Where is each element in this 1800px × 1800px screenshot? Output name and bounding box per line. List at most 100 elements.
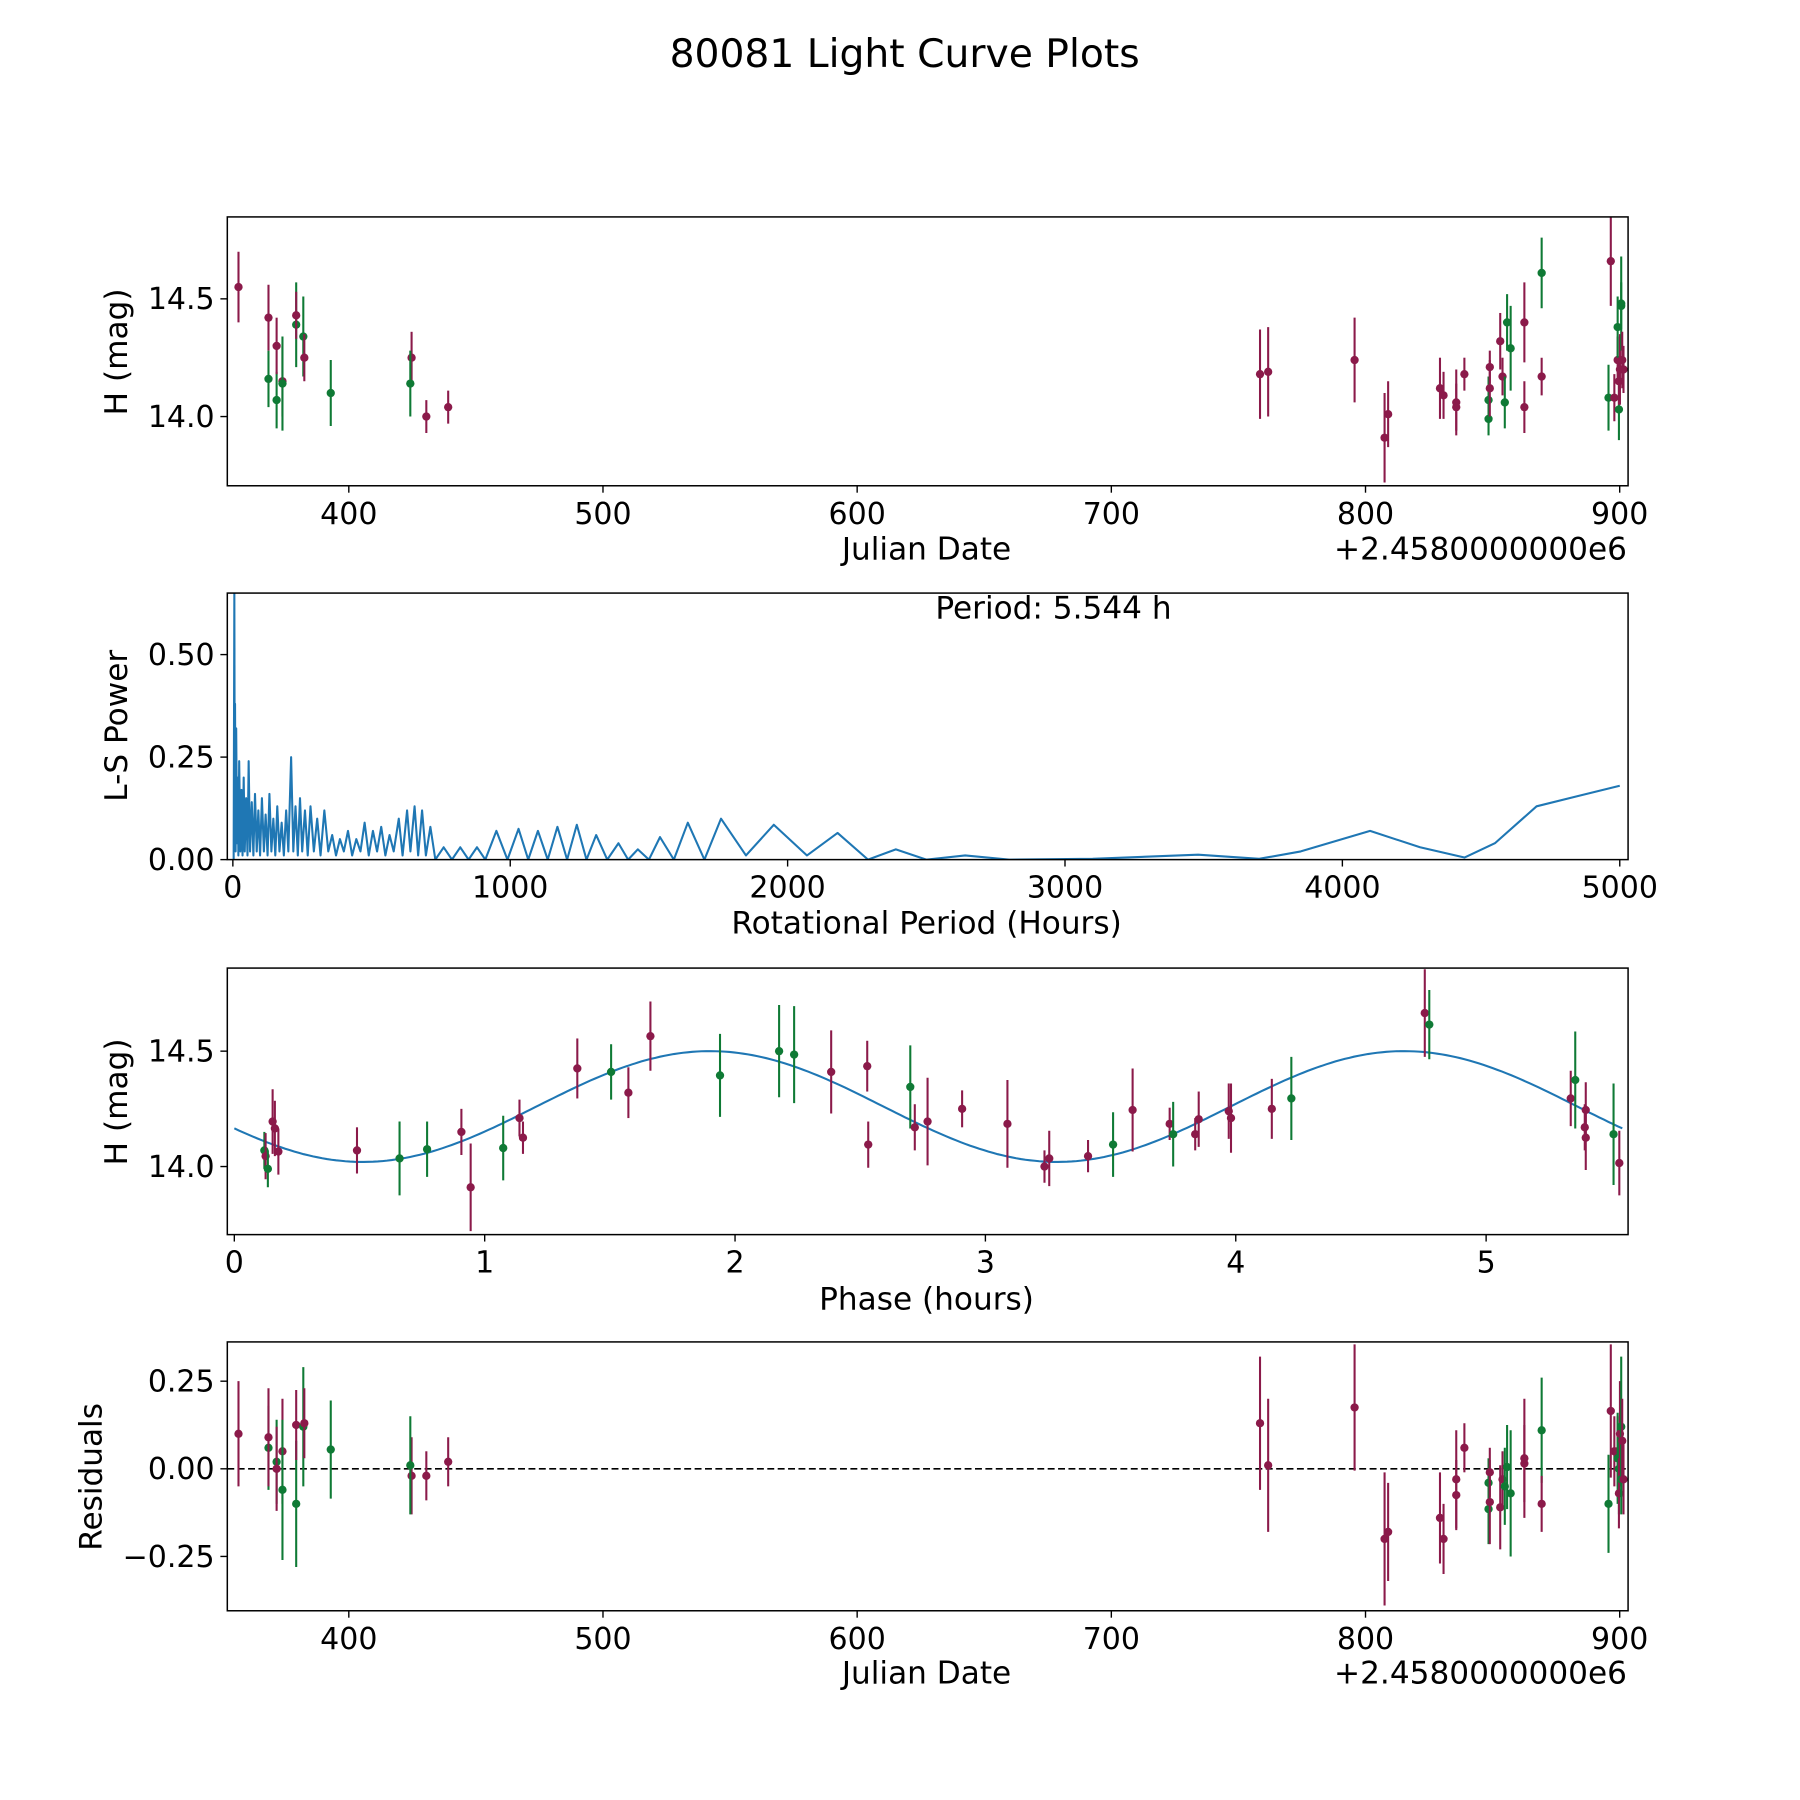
periodogram-ylabel: L-S Power xyxy=(99,650,135,802)
periodogram-xlabel: Rotational Period (Hours) xyxy=(731,905,1121,941)
data-point xyxy=(1618,1436,1627,1445)
data-point xyxy=(263,1164,273,1173)
y-tick-label: 14.5 xyxy=(148,1035,215,1070)
data-point xyxy=(1581,1105,1590,1115)
data-point xyxy=(406,379,415,388)
data-point xyxy=(1194,1115,1203,1124)
data-point xyxy=(272,1464,281,1473)
data-point xyxy=(326,388,335,398)
residuals-panel: 400 500 600 700 800 900 −0.25 0.00 0.25 xyxy=(123,1341,1648,1657)
period-annotation: Period: 5.544 h xyxy=(935,590,1171,626)
data-point xyxy=(1128,1105,1137,1115)
data-point xyxy=(1619,365,1628,374)
x-tick-label: 5 xyxy=(1477,1246,1496,1281)
data-point xyxy=(1502,318,1512,327)
residuals-offset-text: +2.4580000000e6 xyxy=(1334,1655,1627,1691)
data-point xyxy=(278,1485,287,1494)
data-point xyxy=(264,1433,273,1442)
data-point xyxy=(352,1146,362,1155)
data-point xyxy=(1604,393,1613,402)
x-tick-label: 0 xyxy=(225,1246,244,1281)
y-tick-label: 14.0 xyxy=(148,400,215,435)
data-point xyxy=(1108,1140,1118,1149)
data-point xyxy=(1484,1504,1493,1514)
data-point xyxy=(422,1471,431,1480)
x-tick-label: 900 xyxy=(1591,1622,1648,1657)
data-point xyxy=(1571,1075,1580,1085)
phase-folded-panel: 0 1 2 3 4 5 14.0 14.5 xyxy=(148,967,1629,1281)
data-point xyxy=(444,1457,453,1466)
data-point xyxy=(444,402,453,412)
data-point xyxy=(910,1123,919,1132)
data-point xyxy=(1537,268,1546,278)
phase-xlabel: Phase (hours) xyxy=(819,1282,1034,1318)
data-point xyxy=(1191,1130,1200,1139)
data-point xyxy=(1040,1162,1049,1171)
y-tick-label: 14.0 xyxy=(148,1150,215,1185)
data-point xyxy=(278,379,287,388)
x-tick-label: 1 xyxy=(475,1246,494,1281)
data-point xyxy=(1537,372,1546,381)
x-tick-label: 700 xyxy=(1083,497,1140,532)
data-point xyxy=(646,1032,655,1041)
data-point xyxy=(1506,1489,1515,1498)
periodogram-panel: 0 1000 2000 3000 4000 5000 0.00 0.25 0.50 xyxy=(148,592,1658,906)
x-tick-label: 2000 xyxy=(749,871,825,906)
x-tick-label: 3 xyxy=(976,1246,995,1281)
residuals-plot-area xyxy=(227,1344,1629,1606)
x-tick-label: 800 xyxy=(1337,497,1394,532)
data-point xyxy=(234,1429,243,1438)
data-point xyxy=(923,1117,932,1126)
axes-frame xyxy=(226,967,1629,1236)
data-point xyxy=(624,1088,633,1097)
data-point xyxy=(1484,395,1493,405)
data-point xyxy=(395,1154,404,1163)
x-tick-label: 2 xyxy=(725,1246,744,1281)
data-point xyxy=(1506,344,1515,353)
data-point xyxy=(1615,1158,1624,1168)
x-tick-label: 3000 xyxy=(1027,871,1103,906)
data-point xyxy=(1460,1443,1469,1452)
data-point xyxy=(1255,370,1265,379)
y-tick-label: 0.25 xyxy=(148,740,215,775)
data-point xyxy=(1520,1454,1529,1463)
data-point xyxy=(1435,384,1445,393)
axes-frame xyxy=(226,1341,1629,1612)
data-point xyxy=(1267,1104,1276,1113)
data-point xyxy=(1003,1119,1012,1128)
data-point xyxy=(1435,1513,1445,1523)
data-point xyxy=(715,1071,725,1080)
axes-frame xyxy=(226,592,1629,861)
data-point xyxy=(1520,318,1529,327)
y-tick-label: −0.25 xyxy=(123,1540,215,1575)
x-tick-label: 400 xyxy=(320,1622,377,1657)
x-tick-label: 800 xyxy=(1337,1622,1394,1657)
data-point xyxy=(292,311,301,320)
data-point xyxy=(1520,402,1529,412)
data-point xyxy=(1169,1130,1178,1139)
data-point xyxy=(1264,1461,1273,1470)
residuals-ylabel: Residuals xyxy=(74,1403,110,1551)
x-tick-label: 4000 xyxy=(1304,871,1380,906)
data-point xyxy=(422,1145,432,1154)
x-tick-label: 4 xyxy=(1226,1246,1245,1281)
data-point xyxy=(406,1461,415,1470)
data-point xyxy=(1581,1133,1590,1142)
data-point xyxy=(1537,1499,1546,1509)
data-point xyxy=(270,1124,280,1133)
data-point xyxy=(864,1140,873,1149)
x-tick-label: 500 xyxy=(574,497,631,532)
data-point xyxy=(264,374,273,384)
x-tick-label: 500 xyxy=(574,1622,631,1657)
data-point xyxy=(1383,1527,1393,1537)
data-point xyxy=(272,341,281,351)
x-tick-label: 700 xyxy=(1083,1622,1140,1657)
light-curve-plot-area xyxy=(234,216,1628,483)
data-point xyxy=(1537,1426,1546,1435)
data-point xyxy=(1485,384,1494,393)
data-point xyxy=(1617,301,1626,311)
data-point xyxy=(827,1067,836,1077)
data-point xyxy=(292,1420,301,1430)
data-point xyxy=(1350,355,1359,365)
data-point xyxy=(264,313,273,322)
